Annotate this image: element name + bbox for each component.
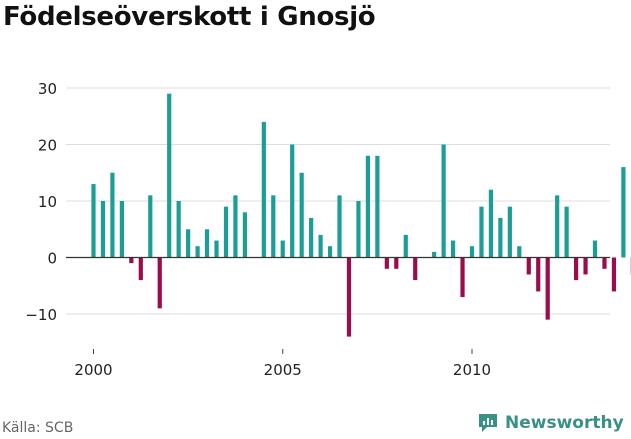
- bar: [129, 257, 134, 264]
- bar: [176, 201, 181, 258]
- bar: [327, 246, 333, 258]
- brand-name: Newsworthy: [505, 413, 624, 433]
- bar: [479, 206, 484, 258]
- y-tick-label: 10: [38, 193, 57, 211]
- bar: [91, 184, 96, 258]
- y-axis-tick-labels: 30 20 10 0 −10: [25, 80, 57, 324]
- bar: [318, 234, 323, 258]
- x-tick-label: 2005: [264, 361, 302, 379]
- bar: [555, 195, 560, 258]
- bar: [460, 257, 465, 298]
- bar: [365, 155, 371, 258]
- bar: [403, 234, 408, 258]
- bar: [507, 206, 512, 258]
- chart-title: Födelseöverskott i Gnosjö: [3, 2, 376, 32]
- bar: [517, 246, 522, 258]
- y-tick-label: 20: [38, 137, 57, 155]
- bar: [583, 257, 588, 275]
- bar: [290, 144, 295, 258]
- x-axis-ticks: 200020052010201520202025: [74, 349, 491, 379]
- y-tick-label: 0: [47, 250, 57, 268]
- bar: [204, 229, 210, 258]
- bar: [195, 246, 200, 258]
- bar: [242, 212, 247, 258]
- bar: [271, 195, 276, 258]
- bar: [261, 121, 266, 258]
- bar: [450, 240, 456, 258]
- bar: [233, 195, 238, 258]
- bar: [119, 201, 124, 258]
- bar: [186, 229, 191, 258]
- bar: [621, 167, 626, 258]
- bar: [564, 206, 569, 258]
- bar: [110, 172, 115, 258]
- bar: [413, 257, 418, 281]
- bar: [611, 257, 617, 292]
- bar: [602, 257, 607, 269]
- bar: [138, 257, 143, 281]
- y-tick-label: 30: [38, 80, 57, 98]
- bar: [280, 240, 285, 258]
- bar: [384, 257, 389, 269]
- bars: [91, 93, 631, 337]
- bar: [526, 257, 531, 275]
- bar: [356, 201, 361, 258]
- x-tick-label: 2010: [453, 361, 491, 379]
- bar: [346, 257, 352, 337]
- bar: [441, 144, 446, 258]
- newsworthy-logo-icon: [479, 414, 497, 432]
- bar: [488, 189, 494, 258]
- source-label: Källa: SCB: [2, 420, 74, 436]
- bar: [167, 93, 172, 258]
- bar: [498, 217, 503, 258]
- bar: [592, 240, 598, 258]
- bar: [148, 195, 153, 258]
- bar: [337, 195, 342, 258]
- bar: [536, 257, 541, 292]
- newsworthy-brand[interactable]: Newsworthy: [476, 409, 624, 437]
- bar: [375, 155, 380, 258]
- bar: [223, 206, 229, 258]
- bar: [394, 257, 399, 269]
- bar: [100, 201, 106, 258]
- bar: [469, 246, 475, 258]
- x-tick-label: 2000: [74, 361, 112, 379]
- bar: [432, 251, 437, 258]
- bar: [157, 257, 162, 309]
- bar: [214, 240, 219, 258]
- bar: [309, 217, 314, 258]
- bar: [573, 257, 579, 281]
- bar: [545, 257, 550, 320]
- y-tick-label: −10: [25, 306, 57, 324]
- bar: [299, 172, 304, 258]
